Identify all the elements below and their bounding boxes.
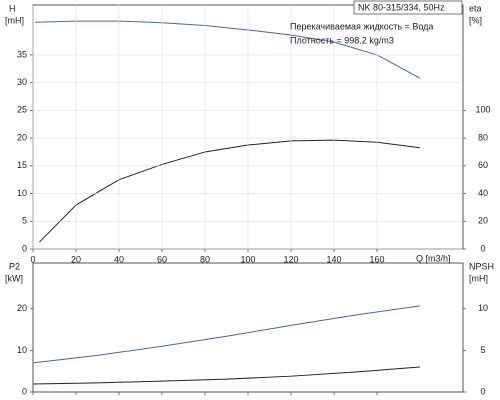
y-tick-label: 5 <box>22 216 27 226</box>
y-tick-label: 30 <box>17 77 27 87</box>
curve <box>32 366 421 385</box>
y-tick-label: 10 <box>17 345 27 355</box>
x-tick-label: 140 <box>326 254 341 264</box>
y2-tick-label: 5 <box>480 345 485 355</box>
x-tick-label: 0 <box>30 254 35 264</box>
x-tick-label: 20 <box>71 254 81 264</box>
y-tick-label: 20 <box>17 303 27 313</box>
y2-tick-label: 0 <box>480 386 485 396</box>
y2-axis-label: eta <box>469 3 482 13</box>
x-tick-label: 120 <box>283 254 298 264</box>
curve <box>39 139 421 243</box>
chart-title: NK 80-315/334, 50Hz <box>358 2 445 12</box>
y2-axis-unit: [mH] <box>469 273 488 283</box>
y-axis-label: P2 <box>9 261 20 271</box>
y-tick-label: 0 <box>22 243 27 253</box>
annotation: Плотность = 998.2 kg/m3 <box>290 35 394 45</box>
plot-frame <box>32 262 464 393</box>
y2-tick-label: 20 <box>478 216 488 226</box>
x-axis-label: Q [m3/h] <box>416 253 451 263</box>
y2-tick-label: 40 <box>478 188 488 198</box>
y2-tick-label: 80 <box>478 132 488 142</box>
y2-tick-label: 0 <box>480 243 485 253</box>
title-box <box>353 0 463 15</box>
y2-axis-label: NPSH <box>469 261 494 271</box>
y-tick-label: 15 <box>17 160 27 170</box>
x-tick-label: 160 <box>369 254 384 264</box>
y-axis-label: H <box>9 3 16 13</box>
y-axis-unit: [mH] <box>5 15 24 25</box>
x-tick-label: 100 <box>240 254 255 264</box>
curve <box>35 20 421 79</box>
y2-tick-label: 10 <box>478 303 488 313</box>
x-tick-label: 60 <box>157 254 167 264</box>
y2-tick-label: 60 <box>478 160 488 170</box>
x-tick-label: 40 <box>114 254 124 264</box>
annotation: Перекачиваемая жидкость = Вода <box>290 21 433 31</box>
y-tick-label: 0 <box>22 386 27 396</box>
y-tick-label: 35 <box>17 49 27 59</box>
y-tick-label: 25 <box>17 105 27 115</box>
y-axis-unit: [kW] <box>5 273 23 283</box>
y2-axis-unit: [%] <box>469 15 482 25</box>
curve <box>32 305 421 364</box>
y2-tick-label: 100 <box>475 105 490 115</box>
y-tick-label: 20 <box>17 132 27 142</box>
y-tick-label: 10 <box>17 188 27 198</box>
x-tick-label: 80 <box>200 254 210 264</box>
